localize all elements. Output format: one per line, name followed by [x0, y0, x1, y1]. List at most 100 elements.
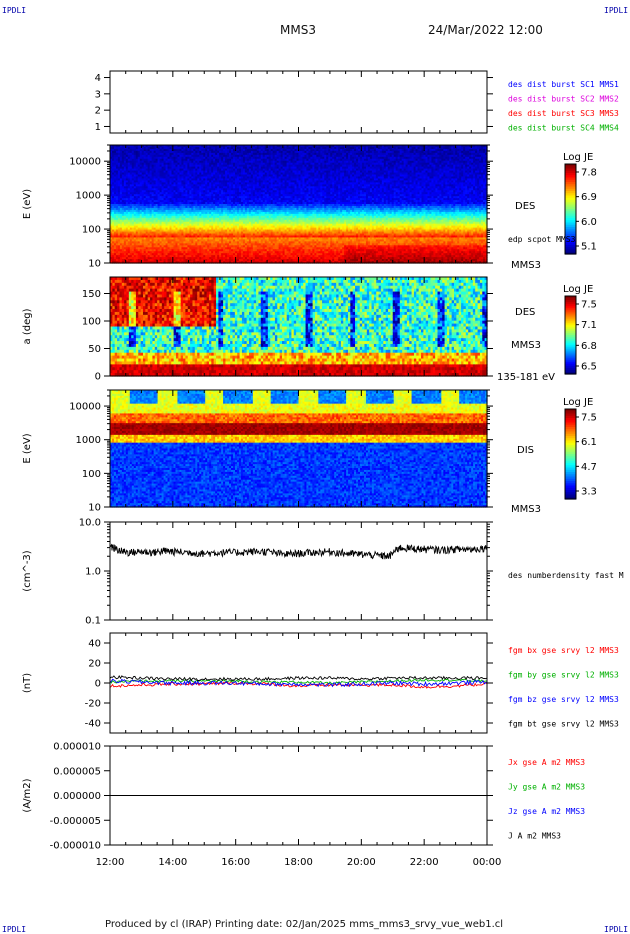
heatmap-cell [137, 245, 141, 248]
heatmap-cell [149, 154, 153, 158]
heatmap-cell [131, 231, 135, 235]
heatmap-cell [183, 162, 186, 166]
heatmap-cell [189, 152, 192, 156]
heatmap-cell [175, 231, 179, 235]
heatmap-cell [131, 204, 135, 207]
heatmap-cell [151, 178, 155, 181]
heatmap-cell [193, 146, 196, 150]
heatmap-cell [155, 152, 159, 156]
heatmap-cell [135, 209, 139, 213]
heatmap-cell [111, 257, 115, 260]
heatmap-cell [215, 223, 218, 227]
heatmap-cell [135, 180, 139, 183]
heatmap-cell [147, 162, 151, 166]
heatmap-cell [111, 205, 115, 209]
heatmap-cell [149, 158, 153, 162]
heatmap-cell [121, 251, 125, 254]
heatmap-cell [205, 150, 208, 154]
heatmap-cell [145, 158, 149, 162]
heatmap-cell [129, 245, 133, 248]
heatmap-cell [121, 221, 125, 225]
heatmap-cell [203, 225, 206, 229]
heatmap-cell [153, 145, 157, 148]
heatmap-cell [123, 180, 127, 183]
heatmap-cell [183, 211, 186, 215]
heatmap-cell [209, 255, 212, 258]
heatmap-cell [167, 146, 171, 150]
heatmap-cell [145, 154, 149, 158]
heatmap-cell [119, 186, 123, 189]
heatmap-cell [165, 160, 169, 164]
heatmap-cell [163, 227, 167, 231]
heatmap-cell [195, 166, 198, 170]
heatmap-cell [139, 243, 143, 246]
heatmap-cell [161, 162, 165, 166]
heatmap-cell [217, 229, 220, 233]
heatmap-cell [121, 217, 125, 221]
heatmap-cell [199, 207, 202, 211]
heatmap-cell [199, 229, 202, 233]
heatmap-cell [167, 170, 171, 174]
heatmap-cell [113, 229, 117, 233]
heatmap-cell [189, 166, 192, 170]
heatmap-cell [177, 184, 181, 187]
heatmap-cell [113, 245, 117, 248]
heatmap-cell [111, 190, 115, 193]
heatmap-cell [131, 200, 135, 203]
heatmap-cell [187, 253, 190, 256]
heatmap-cell [207, 261, 210, 264]
heatmap-cell [141, 154, 145, 158]
heatmap-cell [205, 156, 208, 160]
heatmap-cell [153, 146, 157, 150]
heatmap-cell [133, 221, 137, 225]
heatmap-cell [165, 192, 169, 195]
heatmap-cell [133, 166, 137, 170]
heatmap-cell [171, 158, 175, 162]
heatmap-cell [139, 229, 143, 233]
heatmap-cell [153, 162, 157, 166]
heatmap-cell [165, 211, 169, 215]
heatmap-cell [205, 164, 208, 168]
heatmap-cell [157, 152, 161, 156]
corner-label-bottom-right: IPDLI [604, 925, 628, 934]
heatmap-cell [141, 182, 145, 185]
heatmap-cell [117, 245, 121, 248]
heatmap-cell [127, 166, 131, 170]
heatmap-cell [181, 178, 185, 181]
heatmap-cell [167, 162, 171, 166]
heatmap-cell [213, 166, 216, 170]
heatmap-cell [115, 209, 119, 213]
heatmap-cell [161, 261, 165, 264]
heatmap-cell [205, 217, 208, 221]
heatmap-cell [177, 162, 181, 166]
heatmap-cell [119, 257, 123, 260]
heatmap-cell [183, 200, 186, 203]
heatmap-cell [141, 186, 145, 189]
heatmap-cell [185, 237, 188, 240]
heatmap-cell [163, 221, 167, 225]
heatmap-cell [121, 239, 125, 242]
heatmap-cell [223, 190, 226, 193]
heatmap-cell [137, 160, 141, 164]
heatmap-cell [175, 184, 179, 187]
heatmap-cell [157, 182, 161, 185]
heatmap-cell [159, 182, 163, 185]
heatmap-cell [159, 213, 163, 217]
heatmap-cell [119, 211, 123, 215]
heatmap-cell [223, 150, 226, 154]
heatmap-cell [155, 188, 159, 191]
heatmap-cell [155, 225, 159, 229]
heatmap-cell [221, 225, 224, 229]
heatmap-cell [203, 168, 206, 172]
heatmap-cell [189, 178, 192, 181]
heatmap-cell [159, 235, 163, 239]
heatmap-cell [191, 158, 194, 162]
heatmap-cell [199, 178, 202, 181]
heatmap-cell [181, 164, 185, 168]
heatmap-cell [177, 166, 181, 170]
heatmap-cell [181, 172, 185, 176]
heatmap-cell [151, 145, 155, 148]
heatmap-cell [185, 209, 188, 213]
heatmap-cell [205, 261, 208, 264]
heatmap-cell [187, 217, 190, 221]
